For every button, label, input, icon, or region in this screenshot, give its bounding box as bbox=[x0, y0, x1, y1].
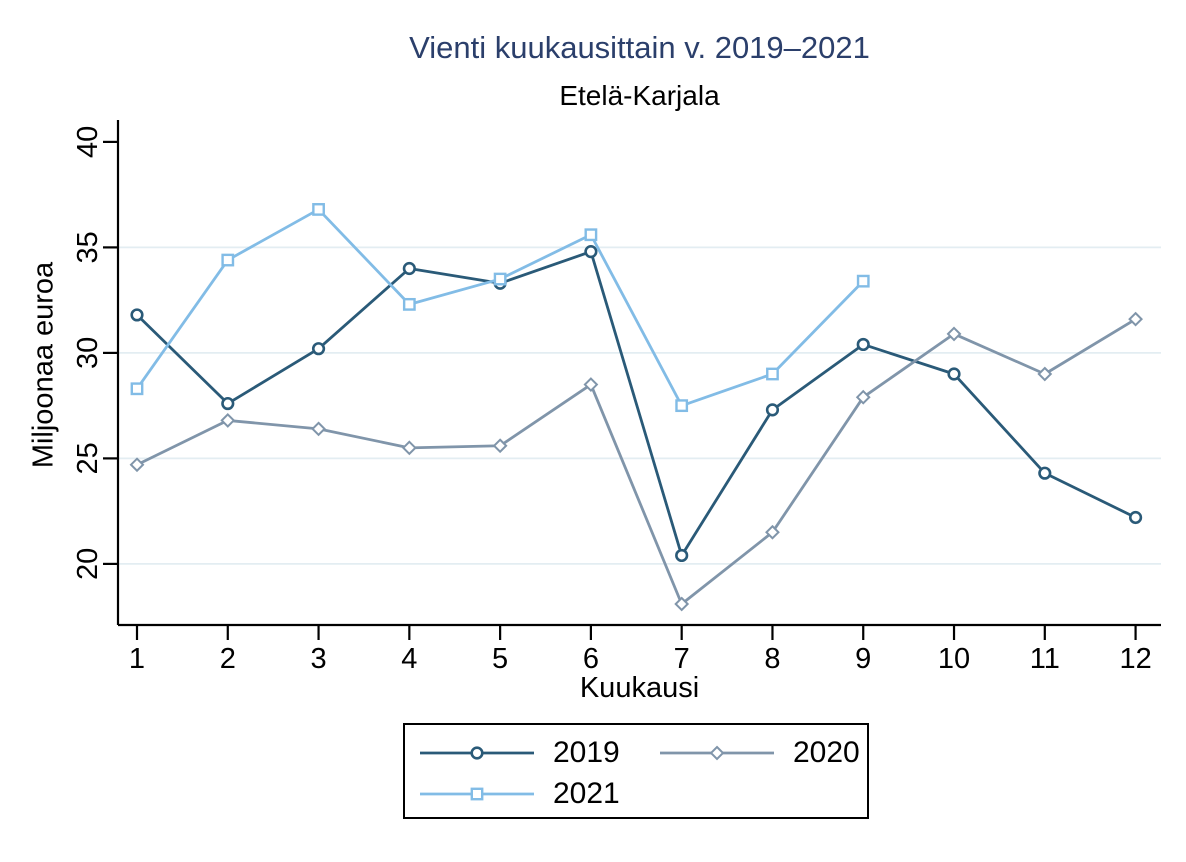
x-tick-label-4: 4 bbox=[401, 643, 417, 675]
2019-marker-circle-m4 bbox=[402, 261, 416, 276]
series-2021-line bbox=[135, 208, 865, 408]
legend: 2019 2020 2021 bbox=[403, 723, 869, 819]
2020-marker-diamond-m4 bbox=[401, 440, 417, 456]
2020-marker-diamond-m3 bbox=[311, 421, 326, 437]
x-tick-label-12: 12 bbox=[1119, 643, 1151, 675]
legend-label-2021: 2021 bbox=[553, 777, 620, 810]
y-tick-label-40: 40 bbox=[72, 126, 104, 158]
2019-marker-circle-m11 bbox=[1038, 466, 1052, 480]
2019-circle-swatch-icon bbox=[420, 746, 534, 760]
2020-marker-diamond-m9 bbox=[855, 389, 871, 405]
2019-marker-circle-m7 bbox=[675, 548, 689, 563]
2020-marker-diamond-m2 bbox=[220, 413, 236, 428]
x-tick-label-6: 6 bbox=[583, 643, 599, 675]
2020-marker-diamond-m8 bbox=[765, 524, 780, 540]
2019-swatch-circle-icon bbox=[470, 746, 484, 760]
y-tick-label-25: 25 bbox=[72, 442, 104, 474]
2020-marker-diamond-m1 bbox=[129, 457, 145, 473]
2021-marker-square-m3 bbox=[312, 203, 325, 216]
2021-marker-square-m4 bbox=[402, 297, 416, 311]
2021-marker-square-m1 bbox=[130, 382, 144, 396]
x-tick-label-11: 11 bbox=[1030, 643, 1060, 675]
2019-marker-circle-m2 bbox=[221, 396, 235, 411]
2021-swatch-square-icon bbox=[470, 787, 484, 801]
2020-marker-diamond-m12 bbox=[1128, 311, 1143, 327]
legend-item-2021: 2021 bbox=[419, 779, 620, 809]
y-tick-label-20: 20 bbox=[72, 548, 104, 580]
legend-label-2019: 2019 bbox=[553, 736, 620, 769]
2020-swatch-diamond-icon bbox=[709, 745, 725, 761]
2021-marker-square-m7 bbox=[675, 399, 689, 413]
2021-marker-square-m5 bbox=[493, 272, 507, 286]
2020-marker-diamond-m10 bbox=[946, 326, 962, 342]
legend-label-2020: 2020 bbox=[793, 736, 860, 769]
series-2019-line bbox=[136, 250, 1137, 557]
2019-marker-circle-m9 bbox=[856, 337, 870, 352]
2020-marker-diamond-m11 bbox=[1037, 366, 1053, 382]
y-axis-title: Miljoonaa euroa bbox=[27, 261, 60, 469]
2021-marker-square-m9 bbox=[856, 274, 870, 288]
2019-marker-circle-m10 bbox=[947, 367, 961, 381]
2021-marker-square-m8 bbox=[766, 367, 779, 381]
x-tick-label-1: 1 bbox=[129, 643, 145, 675]
2019-marker-circle-m3 bbox=[311, 342, 326, 356]
x-tick-label-2: 2 bbox=[220, 643, 236, 675]
2020-diamond-swatch-icon bbox=[660, 745, 774, 761]
x-tick-label-7: 7 bbox=[674, 643, 690, 675]
y-tick-label-30: 30 bbox=[72, 337, 104, 369]
x-tick-label-9: 9 bbox=[855, 643, 871, 675]
2020-marker-diamond-m6 bbox=[583, 377, 599, 392]
2021-marker-square-m6 bbox=[584, 228, 598, 242]
chart-title: Vienti kuukausittain v. 2019–2021 bbox=[409, 30, 870, 65]
x-tick-label-5: 5 bbox=[492, 643, 508, 675]
2020-marker-diamond-m5 bbox=[492, 438, 508, 454]
2020-marker-diamond-m7 bbox=[674, 596, 690, 612]
legend-item-2019: 2019 bbox=[419, 738, 620, 768]
x-tick-label-3: 3 bbox=[310, 643, 326, 675]
2019-marker-circle-m12 bbox=[1128, 510, 1143, 525]
x-tick-label-10: 10 bbox=[938, 643, 970, 675]
y-tick-label-35: 35 bbox=[72, 231, 104, 263]
chart-subtitle: Etelä-Karjala bbox=[559, 80, 720, 111]
series-2020-line bbox=[136, 317, 1137, 606]
2019-marker-circle-m6 bbox=[584, 245, 598, 259]
2021-square-swatch-icon bbox=[420, 787, 534, 801]
legend-item-2020: 2020 bbox=[659, 738, 860, 768]
2019-marker-circle-m8 bbox=[765, 403, 780, 417]
x-axis-title: Kuukausi bbox=[579, 672, 700, 704]
x-tick-label-8: 8 bbox=[764, 643, 780, 675]
2019-marker-circle-m1 bbox=[130, 308, 144, 322]
2021-marker-square-m2 bbox=[221, 253, 235, 267]
